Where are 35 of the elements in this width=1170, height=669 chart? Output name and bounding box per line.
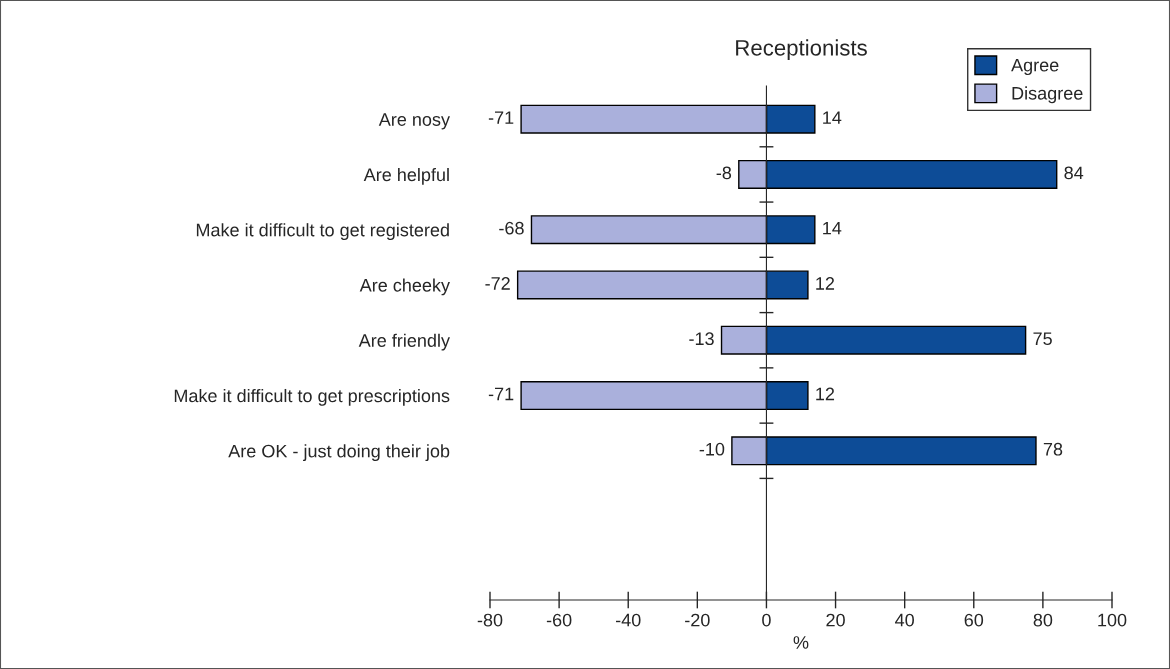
data-label: -71	[488, 387, 514, 401]
x-tick-label: -20	[685, 613, 710, 627]
y-tick-label: Are friendly	[358, 333, 450, 351]
x-tick-label: -60	[546, 613, 572, 627]
legend-label: Agree	[1011, 58, 1059, 76]
data-label: -68	[499, 221, 524, 235]
chart-title: Receptionists	[736, 39, 867, 61]
x-tick-label: 100	[1098, 613, 1127, 627]
x-tick-label: -40	[615, 613, 641, 627]
x-tick-label: 40	[895, 613, 914, 627]
y-tick-label: Are OK - just doing their job	[228, 444, 450, 462]
x-tick-label: 80	[1033, 613, 1053, 627]
y-tick-label: Are helpful	[363, 167, 449, 185]
data-label: 78	[1043, 442, 1063, 456]
x-tick-label: -80	[477, 613, 503, 627]
data-label: -72	[485, 277, 510, 290]
x-tick-label: 0	[762, 613, 771, 627]
data-label: 12	[816, 277, 835, 290]
data-label: -8	[716, 166, 732, 180]
y-tick-label: Make it difficult to get prescriptions	[174, 388, 450, 406]
data-label: 75	[1033, 332, 1052, 346]
data-label: 14	[823, 221, 842, 235]
data-label: -71	[488, 111, 514, 124]
data-label: 84	[1064, 166, 1084, 180]
data-label: 12	[816, 387, 835, 401]
x-tick-label: 20	[826, 613, 845, 627]
data-label: -13	[689, 332, 714, 346]
x-tick-label: 60	[964, 613, 984, 627]
y-tick-label: Are nosy	[378, 113, 450, 130]
legend-label: Disagree	[1012, 86, 1083, 104]
x-axis-title: %	[793, 636, 809, 649]
data-label: -10	[699, 442, 725, 456]
data-label: 14	[823, 111, 842, 124]
y-tick-label: Are cheeky	[359, 278, 450, 296]
y-tick-label: Make it difficult to get registered	[196, 223, 449, 240]
